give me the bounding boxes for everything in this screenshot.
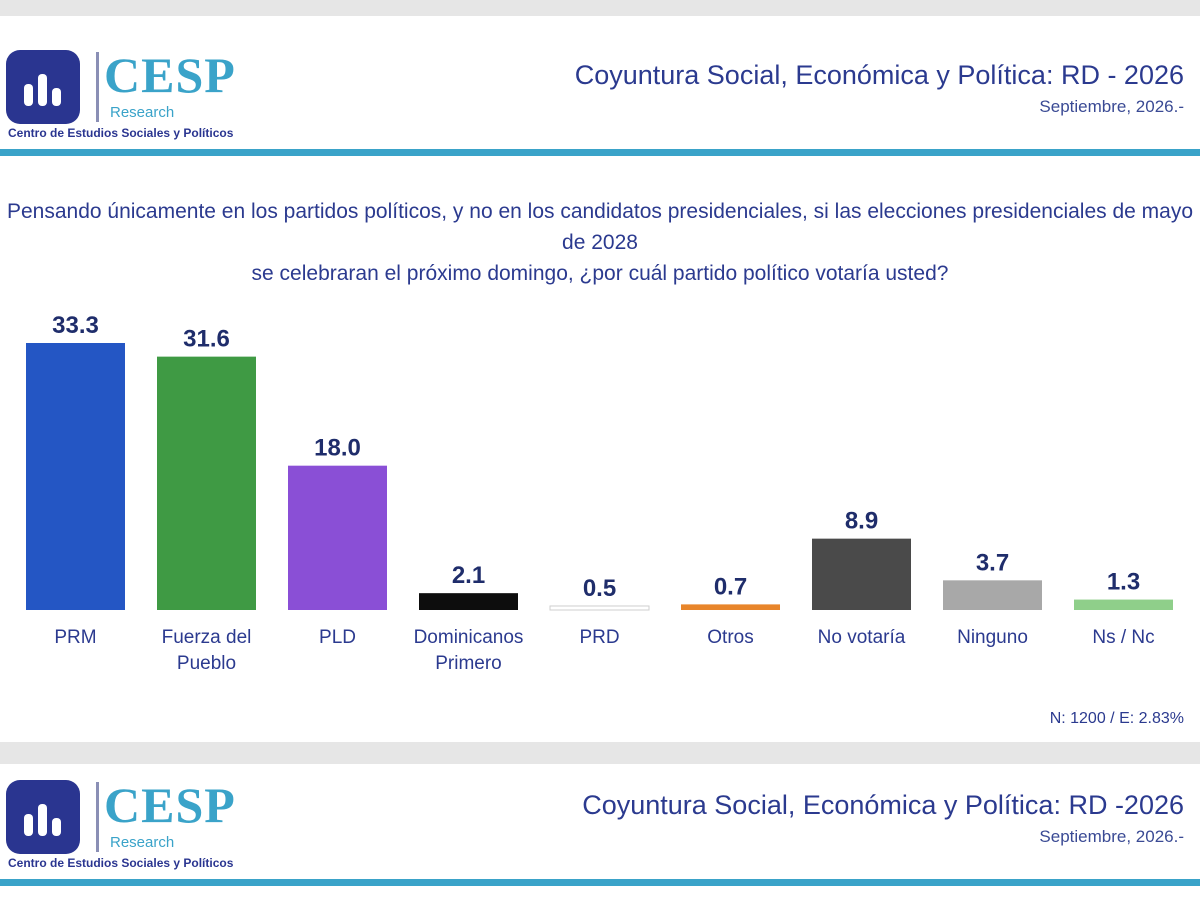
- value-label-2: 18.0: [314, 435, 361, 462]
- category-label-1-line-0: Fuerza del: [162, 627, 252, 648]
- report-title: Coyuntura Social, Económica y Política: …: [574, 60, 1184, 90]
- sample-note: N: 1200 / E: 2.83%: [1049, 710, 1184, 727]
- category-label-6: No votaría: [818, 627, 906, 648]
- bar-4: [549, 605, 650, 611]
- value-label-5: 0.7: [714, 573, 747, 600]
- bar-1: [157, 356, 256, 610]
- category-label-4: PRD: [579, 627, 619, 648]
- header-rule: [0, 149, 1200, 156]
- logo-subtitle: Research: [110, 104, 175, 121]
- category-label-5: Otros: [707, 627, 753, 648]
- footer-report-date: Septiembre, 2026.-: [1039, 827, 1184, 846]
- value-label-3: 2.1: [452, 562, 485, 589]
- report-date: Septiembre, 2026.-: [1039, 97, 1184, 116]
- slide-main: CESP Research Centro de Estudios Sociale…: [0, 16, 1200, 742]
- category-label-0: PRM: [54, 627, 96, 648]
- footer-header: CESP Research Centro de Estudios Sociale…: [0, 746, 1200, 886]
- bar-2: [288, 465, 387, 610]
- footer-header-rule: [0, 879, 1200, 886]
- footer-logo-bar-chart-icon: [6, 780, 80, 854]
- category-label-2: PLD: [319, 627, 356, 648]
- category-label-8: Ns / Nc: [1092, 627, 1154, 648]
- footer-logo: CESP Research Centro de Estudios Sociale…: [6, 777, 276, 890]
- logo-bar-chart-icon: [6, 50, 80, 124]
- category-label-3-line-1: Primero: [435, 653, 502, 674]
- report-title-block: Coyuntura Social, Económica y Política: …: [575, 60, 1184, 117]
- bar-chart: 33.3 PRM 31.6 Fuerza del Pueblo 18.0 PLD 2.1 Dom…: [26, 312, 1173, 674]
- footer-logo-tagline: Centro de Estudios Sociales y Políticos: [8, 856, 234, 870]
- question-line-2: se celebraran el próximo domingo, ¿por c…: [251, 262, 949, 285]
- value-label-1: 31.6: [183, 326, 230, 353]
- logo: CESP Research Centro de Estudios Sociale…: [6, 47, 276, 160]
- value-label-7: 3.7: [976, 549, 1009, 576]
- footer-title-block: Coyuntura Social, Económica y Política: …: [582, 790, 1184, 847]
- bar-5: [681, 604, 780, 610]
- bar-6: [812, 538, 911, 610]
- slide-next-preview: CESP Research Centro de Estudios Sociale…: [0, 764, 1200, 907]
- question-line-1: Pensando únicamente en los partidos polí…: [6, 200, 1194, 254]
- value-label-0: 33.3: [52, 312, 99, 339]
- bar-7: [943, 580, 1042, 610]
- value-label-8: 1.3: [1107, 569, 1140, 596]
- footer-logo-divider: [96, 782, 99, 852]
- bar-8: [1074, 599, 1173, 610]
- value-label-4: 0.5: [583, 575, 616, 602]
- value-label-6: 8.9: [845, 508, 878, 535]
- logo-name: CESP: [104, 47, 236, 103]
- footer-logo-name: CESP: [104, 777, 236, 833]
- footer-report-title: Coyuntura Social, Económica y Política: …: [582, 790, 1184, 820]
- category-label-3-line-0: Dominicanos: [414, 627, 524, 648]
- category-label-1-line-1: Pueblo: [177, 653, 236, 674]
- bar-0: [26, 343, 125, 610]
- logo-tagline: Centro de Estudios Sociales y Políticos: [8, 126, 234, 140]
- survey-question: Pensando únicamente en los partidos polí…: [0, 196, 1200, 289]
- logo-divider: [96, 52, 99, 122]
- footer-logo-subtitle: Research: [110, 834, 175, 851]
- bar-3: [419, 593, 518, 610]
- category-label-7: Ninguno: [957, 627, 1028, 648]
- header: CESP Research Centro de Estudios Sociale…: [0, 16, 1200, 156]
